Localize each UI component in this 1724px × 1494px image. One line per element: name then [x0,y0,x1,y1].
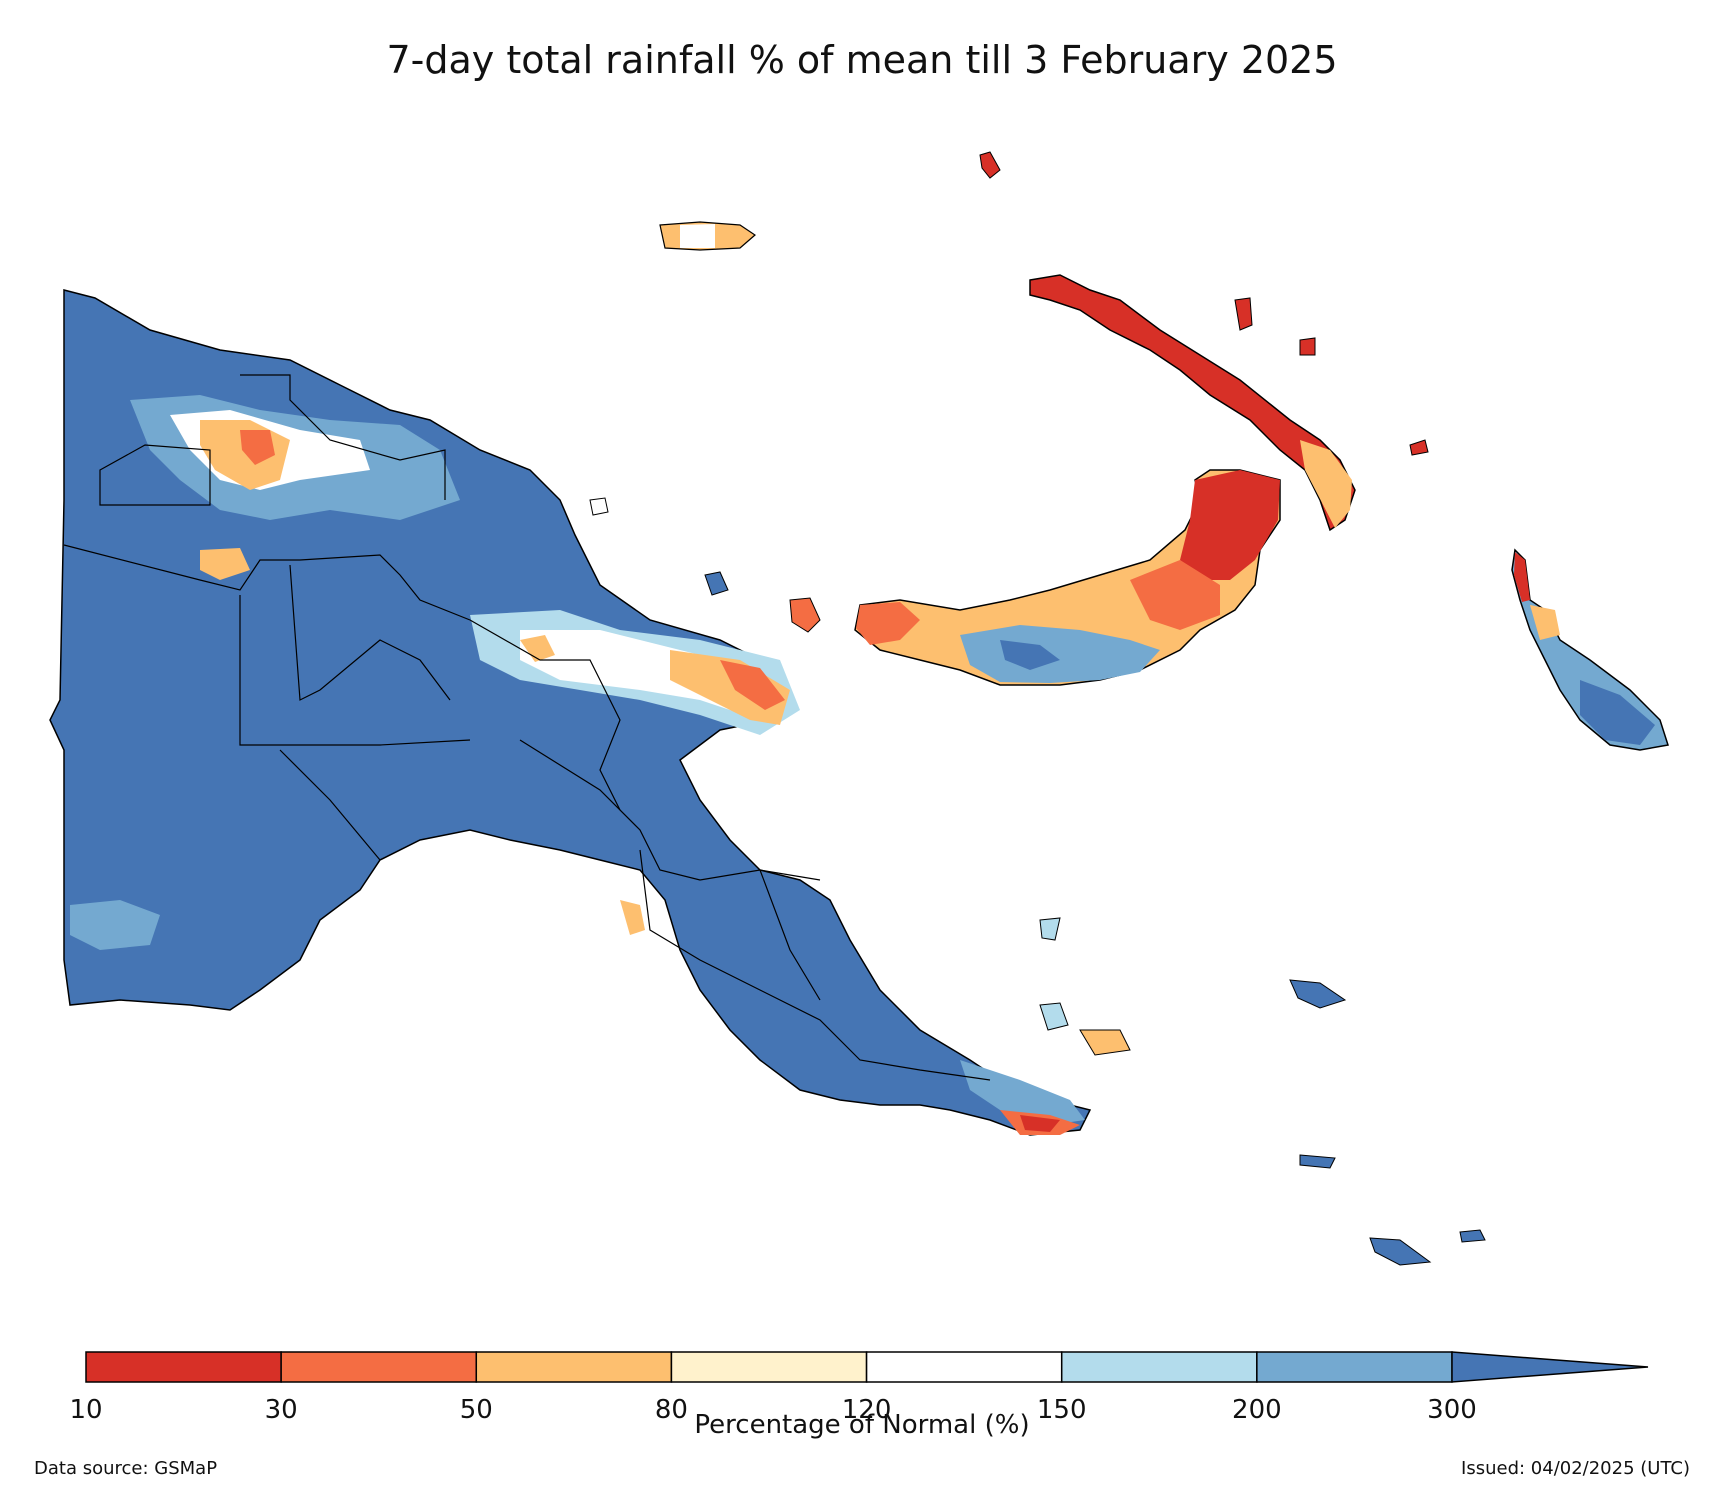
colorbar-tick-labels: 10 30 50 80 120 150 200 300 [69,1395,1476,1425]
manus-white [680,224,715,248]
colorbar-tick-30: 30 [265,1395,298,1425]
west-small-dry [200,548,250,580]
morobe-core-dry [720,660,785,710]
colorbar-tick-10: 10 [69,1395,102,1425]
southeast-tip-wet [960,1060,1085,1125]
bougainville-north-dry [1514,552,1530,602]
southeast-tip-core [1020,1115,1060,1132]
colorbar-tick-300: 300 [1427,1395,1477,1425]
colorbar-tick-120: 120 [842,1395,892,1425]
new-britain-wet-zone [960,625,1160,683]
umboi-island [789,597,821,633]
north-island-2 [1234,297,1253,331]
colorbar-swatch-200-300 [1256,1351,1453,1383]
southwest-wet-zone [70,900,160,950]
colorbar-swatch-30-50 [280,1351,478,1383]
north-island-4 [1409,439,1429,456]
colorbar-label: Percentage of Normal (%) [694,1410,1030,1440]
colorbar-tick-200: 200 [1232,1395,1282,1425]
colorbar-swatch-80-120 [670,1351,868,1383]
south-coast-white [520,850,680,990]
new-britain-dry-west [856,602,920,645]
dentrecasteaux-island-1 [1039,1002,1069,1031]
colorbar-tick-150: 150 [1037,1395,1087,1425]
bougainville-north-orange [1530,605,1560,640]
trobriand-island [1289,979,1347,1009]
south-coast-dry [620,900,645,935]
issued-date-note: Issued: 04/02/2025 (UTC) [1461,1458,1690,1479]
north-island-3 [1299,337,1316,356]
colorbar-swatch-120-150 [865,1351,1063,1383]
colorbar-swatch-50-80 [475,1351,673,1383]
province-boundaries [63,374,991,1081]
central-small-dry [520,635,555,662]
new-britain-mid-east [1130,560,1220,630]
new-ireland-south-dry [1300,440,1352,528]
woodlark-island [1299,1154,1336,1169]
colorbar-swatch-150-200 [1060,1351,1258,1383]
new-ireland-island [1029,274,1356,532]
new-britain-core-wet [1000,640,1060,670]
bougainville-core [1580,680,1655,745]
dentrecasteaux-island-2 [1079,1029,1131,1056]
colorbar-swatches [85,1351,1453,1383]
data-source-note: Data source: GSMaP [34,1458,218,1479]
long-island [704,571,729,596]
new-britain-island [854,469,1281,686]
rossel-island [1459,1229,1486,1243]
colorbar-swatch-10-30 [85,1351,282,1383]
misima-island [1369,1237,1432,1266]
colorbar-tick-50: 50 [460,1395,493,1425]
north-island-1 [979,151,1001,179]
new-britain-dry-east [1180,470,1280,580]
colorbar-extend-arrow [1451,1351,1649,1383]
map-title: 7-day total rainfall % of mean till 3 Fe… [386,38,1338,82]
highlands-core-dry [240,430,275,465]
karkar-island [589,497,609,516]
colorbar-tick-80: 80 [655,1395,688,1425]
goodenough-island [1039,917,1061,941]
